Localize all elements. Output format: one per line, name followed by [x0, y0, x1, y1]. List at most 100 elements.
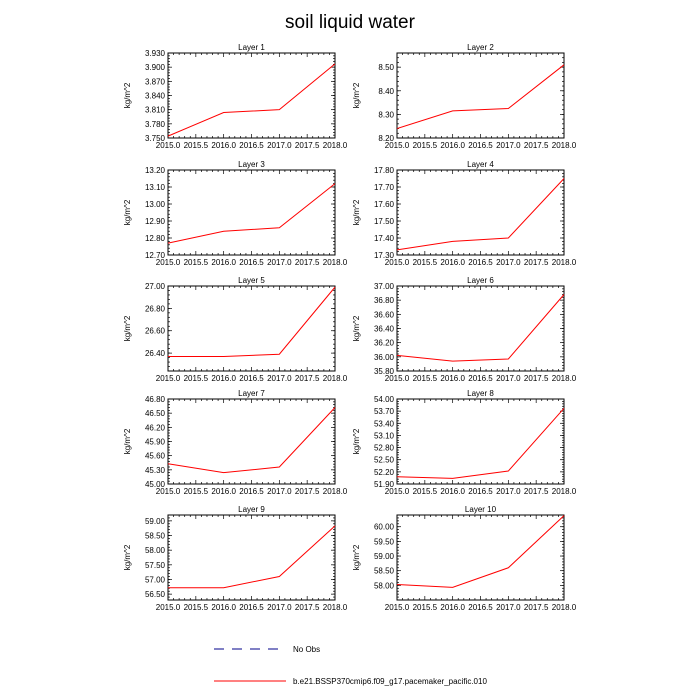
y-tick-label: 8.40: [378, 87, 394, 96]
series-line: [167, 63, 336, 137]
x-tick-label: 2016.0: [211, 603, 236, 612]
x-tick-label: 2016.5: [239, 603, 264, 612]
x-tick-label: 2018.0: [323, 603, 348, 612]
y-tick-label: 3.900: [145, 63, 166, 72]
y-tick-label: 17.70: [374, 183, 395, 192]
x-tick-label: 2016.5: [468, 141, 493, 150]
y-tick-label: 45.90: [145, 438, 166, 447]
x-tick-label: 2017.0: [267, 141, 292, 150]
panel-title: Layer 10: [465, 505, 497, 514]
x-tick-label: 2015.0: [156, 603, 181, 612]
x-tick-label: 2016.0: [211, 374, 236, 383]
legend-series-label: b.e21.BSSP370cmip6.f09_g17.pacemaker_pac…: [293, 677, 487, 686]
x-tick-label: 2015.0: [385, 141, 410, 150]
y-tick-label: 53.70: [374, 407, 395, 416]
y-tick-label: 45.00: [145, 480, 166, 489]
panel-title: Layer 1: [238, 43, 265, 52]
series-line: [168, 525, 336, 589]
y-tick-label: 36.00: [374, 353, 395, 362]
x-tick-label: 2017.0: [496, 141, 521, 150]
y-tick-label: 17.40: [374, 234, 395, 243]
y-tick-label: 58.50: [374, 567, 395, 576]
x-tick-label: 2015.0: [385, 487, 410, 496]
x-tick-label: 2017.5: [524, 487, 549, 496]
y-axis-label: kg/m^2: [123, 82, 132, 108]
y-tick-label: 8.30: [378, 110, 394, 119]
x-tick-label: 2017.0: [267, 374, 292, 383]
y-tick-label: 57.50: [145, 561, 166, 570]
x-tick-label: 2015.0: [156, 374, 181, 383]
y-tick-label: 3.780: [145, 120, 166, 129]
x-tick-label: 2016.0: [211, 141, 236, 150]
y-tick-label: 52.80: [374, 444, 395, 453]
x-tick-label: 2017.0: [496, 374, 521, 383]
plot-frame: [167, 398, 336, 485]
y-tick-label: 52.20: [374, 468, 395, 477]
x-tick-label: 2017.0: [496, 258, 521, 267]
series-line: [396, 64, 565, 130]
x-tick-label: 2015.5: [413, 258, 438, 267]
y-tick-label: 53.40: [374, 419, 395, 428]
panel-title: Layer 3: [238, 160, 265, 169]
y-tick-label: 53.10: [374, 431, 395, 440]
y-tick-label: 8.20: [378, 134, 394, 143]
y-tick-label: 12.90: [145, 217, 166, 226]
y-tick-label: 12.80: [145, 234, 166, 243]
x-tick-label: 2018.0: [323, 258, 348, 267]
panel-title: Layer 8: [467, 389, 494, 398]
x-tick-label: 2017.5: [295, 603, 320, 612]
plot-frame: [167, 169, 336, 256]
y-tick-label: 17.50: [374, 217, 395, 226]
series-line: [167, 183, 336, 244]
x-tick-label: 2017.5: [524, 374, 549, 383]
x-tick-label: 2016.5: [468, 487, 493, 496]
y-axis-label: kg/m^2: [352, 82, 361, 108]
plot-frame: [396, 514, 565, 601]
panel-title: Layer 9: [238, 505, 265, 514]
x-tick-label: 2016.5: [468, 258, 493, 267]
x-tick-label: 2017.0: [267, 603, 292, 612]
y-tick-label: 17.30: [374, 251, 395, 260]
x-tick-label: 2015.5: [184, 258, 209, 267]
x-tick-label: 2015.0: [385, 603, 410, 612]
plot-frame: [396, 52, 565, 139]
series-line: [168, 286, 336, 357]
x-tick-label: 2016.0: [440, 603, 465, 612]
x-tick-label: 2015.5: [184, 603, 209, 612]
y-tick-label: 26.80: [145, 304, 166, 313]
y-tick-label: 13.10: [145, 183, 166, 192]
y-tick-label: 3.870: [145, 77, 166, 86]
y-tick-label: 59.00: [145, 517, 166, 526]
x-tick-label: 2015.0: [385, 374, 410, 383]
y-tick-label: 36.80: [374, 296, 395, 305]
x-tick-label: 2015.5: [184, 487, 209, 496]
x-tick-label: 2015.5: [413, 487, 438, 496]
y-tick-label: 37.00: [374, 282, 395, 291]
y-tick-label: 45.30: [145, 466, 166, 475]
plot-frame: [396, 169, 565, 256]
x-tick-label: 2015.5: [184, 141, 209, 150]
y-axis-label: kg/m^2: [352, 315, 361, 341]
y-tick-label: 35.80: [374, 367, 395, 376]
x-tick-label: 2016.5: [468, 374, 493, 383]
y-tick-label: 46.20: [145, 423, 166, 432]
y-axis-label: kg/m^2: [352, 544, 361, 570]
x-tick-label: 2016.0: [440, 487, 465, 496]
x-tick-label: 2016.0: [440, 374, 465, 383]
x-tick-label: 2018.0: [323, 487, 348, 496]
y-tick-label: 3.930: [145, 49, 166, 58]
panel-title: Layer 2: [467, 43, 494, 52]
series-line: [396, 294, 565, 362]
x-tick-label: 2017.5: [524, 141, 549, 150]
y-tick-label: 60.00: [374, 523, 395, 532]
x-tick-label: 2015.0: [385, 258, 410, 267]
y-tick-label: 46.50: [145, 409, 166, 418]
